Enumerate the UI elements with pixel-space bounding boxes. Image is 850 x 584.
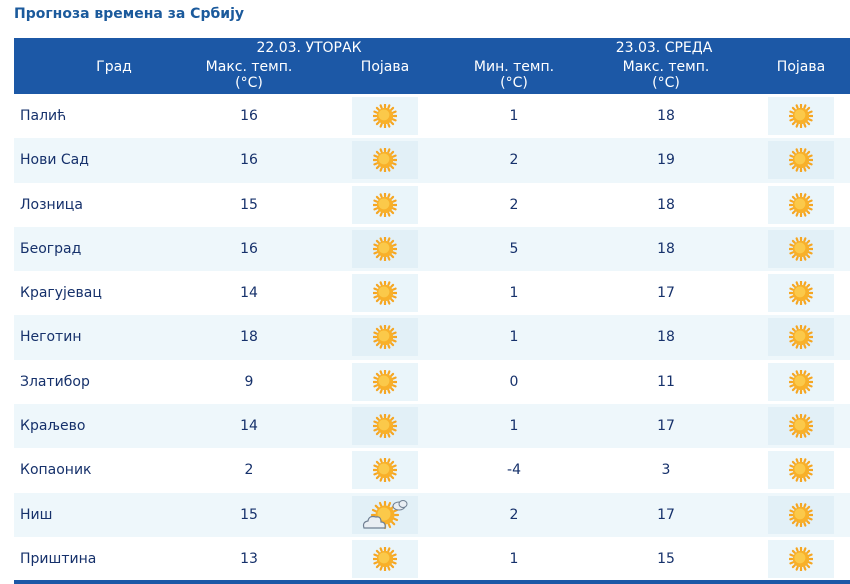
- table-row: Краљево 14 1 17: [14, 404, 850, 449]
- city-name: Нови Сад: [20, 152, 89, 169]
- sun-icon: [352, 451, 418, 490]
- table-row: Ниш 15 2 17: [14, 492, 850, 537]
- city-name: Краљево: [20, 418, 86, 435]
- sun-icon: [768, 185, 834, 224]
- city-name: Неготин: [20, 329, 82, 346]
- max-temp-day1: 14: [240, 285, 258, 302]
- table-header: Град 22.03. УТОРАК 23.03. СРЕДА Макс. те…: [14, 38, 850, 94]
- max-temp-day1: 15: [240, 506, 258, 523]
- max-temp-day1: 13: [240, 550, 258, 567]
- max-temp-day2: 17: [657, 285, 675, 302]
- sun-icon: [768, 539, 834, 578]
- header-max-temp-1: Макс. темп. (°C): [205, 59, 293, 91]
- min-temp-day2: 0: [509, 373, 519, 390]
- header-city: Град: [96, 59, 132, 75]
- sun-icon: [768, 362, 834, 401]
- min-temp-day2: 2: [509, 506, 519, 523]
- max-temp-day2: 19: [657, 152, 675, 169]
- sun-icon: [768, 451, 834, 490]
- max-temp-day2: 18: [657, 329, 675, 346]
- sun-icon: [352, 407, 418, 446]
- max-temp-day1: 15: [240, 196, 258, 213]
- sun-icon: [352, 97, 418, 135]
- table-row: Неготин 18 1 18: [14, 315, 850, 360]
- header-phenomenon-1: Појава: [360, 59, 410, 75]
- table-row: Лозница 15 2 18: [14, 183, 850, 227]
- table-row: Копаоник 2 -4 3: [14, 448, 850, 492]
- table-row: Крагујевац 14 1 17: [14, 271, 850, 315]
- city-name: Крагујевац: [20, 285, 102, 302]
- max-temp-day1: 9: [244, 373, 254, 390]
- max-temp-day2: 17: [657, 506, 675, 523]
- min-temp-day2: 2: [509, 152, 519, 169]
- max-temp-day2: 18: [657, 240, 675, 257]
- sun-icon: [352, 229, 418, 268]
- max-temp-day2: 18: [657, 108, 675, 124]
- min-temp-day2: 1: [509, 285, 519, 302]
- min-temp-day2: 2: [509, 196, 519, 213]
- sun-icon: [768, 407, 834, 446]
- city-name: Приштина: [20, 550, 97, 567]
- header-day1: 22.03. УТОРАК: [256, 40, 362, 56]
- sun-icon: [768, 274, 834, 313]
- max-temp-day1: 16: [240, 108, 258, 124]
- min-temp-day2: -4: [507, 462, 521, 479]
- sun-icon: [352, 141, 418, 180]
- table-row: Београд 16 5 18: [14, 226, 850, 272]
- header-phenomenon-2: Појава: [776, 59, 826, 75]
- header-max-temp-2: Макс. темп. (°C): [622, 59, 710, 91]
- header-day2: 23.03. СРЕДА: [615, 40, 713, 56]
- max-temp-day2: 18: [657, 196, 675, 213]
- table-row: Приштина 13 1 15: [14, 537, 850, 581]
- table-bottom-border: [14, 580, 850, 584]
- city-name: Ниш: [20, 506, 53, 523]
- sun-icon: [352, 274, 418, 313]
- max-temp-day1: 14: [240, 418, 258, 435]
- sun-icon: [768, 495, 834, 534]
- sun-icon: [768, 229, 834, 268]
- min-temp-day2: 1: [509, 329, 519, 346]
- table-row: Нови Сад 16 2 19: [14, 138, 850, 183]
- table-body: Палић 16 1 18 Нови Сад 16 2 19 Лозница 15 2 18 Беогр…: [14, 94, 850, 581]
- sun-icon: [352, 185, 418, 224]
- table-row: Палић 16 1 18: [14, 94, 850, 138]
- table-row: Златибор 9 0 11: [14, 360, 850, 404]
- page-title: Прогноза времена за Србију: [14, 6, 244, 22]
- min-temp-day2: 1: [509, 418, 519, 435]
- sun-icon: [768, 318, 834, 357]
- forecast-table: Град 22.03. УТОРАК 23.03. СРЕДА Макс. те…: [14, 38, 850, 581]
- city-name: Копаоник: [20, 462, 92, 479]
- sun-icon: [768, 141, 834, 180]
- max-temp-day1: 16: [240, 152, 258, 169]
- sun-icon: [352, 362, 418, 401]
- city-name: Златибор: [20, 373, 90, 390]
- min-temp-day2: 5: [509, 240, 519, 257]
- city-name: Београд: [20, 240, 82, 257]
- min-temp-day2: 1: [509, 108, 519, 124]
- max-temp-day1: 16: [240, 240, 258, 257]
- max-temp-day2: 15: [657, 550, 675, 567]
- max-temp-day1: 2: [244, 462, 254, 479]
- max-temp-day2: 17: [657, 418, 675, 435]
- min-temp-day2: 1: [509, 550, 519, 567]
- header-min-temp-2: Мин. темп. (°C): [473, 59, 555, 91]
- sun-icon: [768, 97, 834, 135]
- max-temp-day2: 3: [661, 462, 671, 479]
- sun-icon: [352, 318, 418, 357]
- partly-cloudy-icon: [352, 495, 418, 534]
- city-name: Лозница: [20, 196, 83, 213]
- max-temp-day2: 11: [657, 373, 675, 390]
- max-temp-day1: 18: [240, 329, 258, 346]
- sun-icon: [352, 539, 418, 578]
- city-name: Палић: [20, 108, 67, 124]
